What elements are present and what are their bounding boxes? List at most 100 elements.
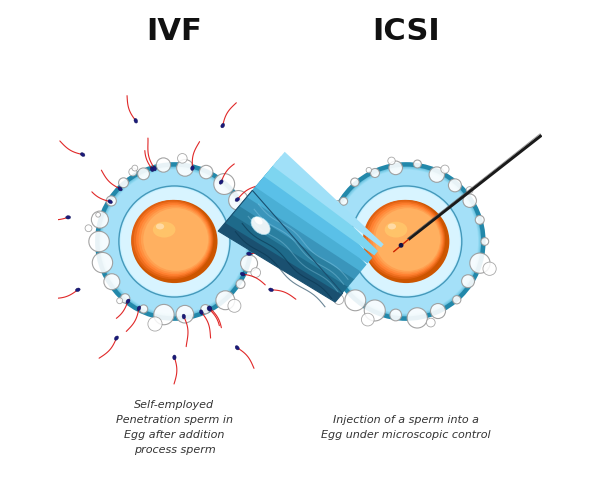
Text: Injection of a sperm into a
Egg under microscopic control: Injection of a sperm into a Egg under mi… (322, 415, 491, 440)
Circle shape (236, 280, 245, 288)
Ellipse shape (156, 224, 164, 229)
Circle shape (154, 304, 174, 325)
Ellipse shape (331, 167, 481, 316)
Circle shape (483, 262, 496, 275)
Ellipse shape (370, 205, 442, 274)
Ellipse shape (131, 200, 214, 279)
Circle shape (366, 168, 371, 173)
Circle shape (119, 178, 128, 188)
Ellipse shape (182, 314, 185, 319)
Polygon shape (239, 171, 361, 279)
Ellipse shape (139, 205, 211, 274)
Circle shape (156, 158, 170, 172)
Circle shape (96, 213, 100, 217)
Circle shape (324, 236, 335, 247)
Circle shape (448, 179, 461, 192)
Polygon shape (225, 184, 349, 295)
Ellipse shape (352, 187, 461, 296)
Circle shape (431, 303, 446, 319)
Circle shape (214, 173, 235, 195)
Ellipse shape (119, 186, 230, 297)
Ellipse shape (134, 118, 137, 123)
Ellipse shape (137, 306, 141, 311)
Ellipse shape (368, 203, 443, 276)
Circle shape (176, 305, 194, 323)
Ellipse shape (333, 168, 479, 315)
Ellipse shape (141, 207, 209, 272)
Ellipse shape (332, 168, 481, 315)
Ellipse shape (235, 198, 239, 201)
Ellipse shape (131, 200, 218, 283)
Ellipse shape (351, 186, 462, 297)
Circle shape (321, 222, 328, 229)
Circle shape (137, 168, 149, 180)
Circle shape (427, 318, 435, 327)
Ellipse shape (353, 188, 460, 295)
Circle shape (389, 161, 403, 175)
Ellipse shape (143, 208, 208, 271)
Ellipse shape (80, 153, 85, 156)
Ellipse shape (219, 180, 223, 184)
Circle shape (106, 196, 116, 206)
Circle shape (407, 308, 427, 328)
Ellipse shape (221, 123, 224, 128)
Ellipse shape (373, 207, 441, 272)
Ellipse shape (121, 188, 228, 295)
Ellipse shape (269, 288, 274, 292)
Circle shape (228, 299, 241, 313)
Circle shape (251, 268, 260, 277)
Circle shape (201, 305, 210, 314)
Ellipse shape (153, 222, 175, 238)
Ellipse shape (173, 355, 176, 360)
Circle shape (132, 165, 138, 171)
Polygon shape (255, 160, 373, 264)
Circle shape (148, 317, 162, 331)
Circle shape (398, 243, 403, 248)
Ellipse shape (247, 252, 251, 256)
Ellipse shape (327, 162, 485, 321)
Ellipse shape (126, 299, 130, 303)
Polygon shape (218, 190, 343, 302)
Ellipse shape (136, 203, 211, 276)
Circle shape (199, 165, 213, 179)
Circle shape (229, 191, 248, 210)
Ellipse shape (247, 244, 253, 248)
Circle shape (325, 272, 335, 282)
Ellipse shape (102, 169, 247, 314)
Circle shape (91, 211, 109, 228)
Ellipse shape (251, 217, 270, 235)
Circle shape (345, 290, 366, 311)
Ellipse shape (76, 288, 80, 292)
Ellipse shape (100, 168, 248, 315)
Circle shape (364, 300, 385, 321)
Circle shape (334, 295, 344, 304)
Circle shape (388, 157, 395, 165)
Ellipse shape (101, 168, 248, 315)
Ellipse shape (115, 336, 118, 340)
Polygon shape (247, 165, 367, 271)
Circle shape (470, 253, 490, 273)
Ellipse shape (207, 307, 211, 311)
Circle shape (116, 298, 122, 304)
Circle shape (129, 168, 137, 176)
Polygon shape (232, 177, 355, 287)
Circle shape (85, 225, 92, 232)
Ellipse shape (385, 222, 407, 238)
Ellipse shape (334, 170, 478, 313)
Ellipse shape (100, 167, 249, 316)
Ellipse shape (365, 201, 444, 277)
Polygon shape (273, 152, 383, 247)
Ellipse shape (66, 215, 71, 219)
Ellipse shape (235, 346, 239, 350)
Ellipse shape (388, 224, 396, 229)
Circle shape (361, 313, 374, 326)
Ellipse shape (120, 187, 229, 296)
Circle shape (104, 274, 120, 290)
Ellipse shape (254, 217, 263, 225)
Ellipse shape (334, 169, 479, 314)
Circle shape (370, 169, 379, 178)
Circle shape (89, 231, 109, 252)
Circle shape (452, 296, 461, 304)
Polygon shape (264, 156, 378, 256)
Circle shape (92, 253, 113, 273)
